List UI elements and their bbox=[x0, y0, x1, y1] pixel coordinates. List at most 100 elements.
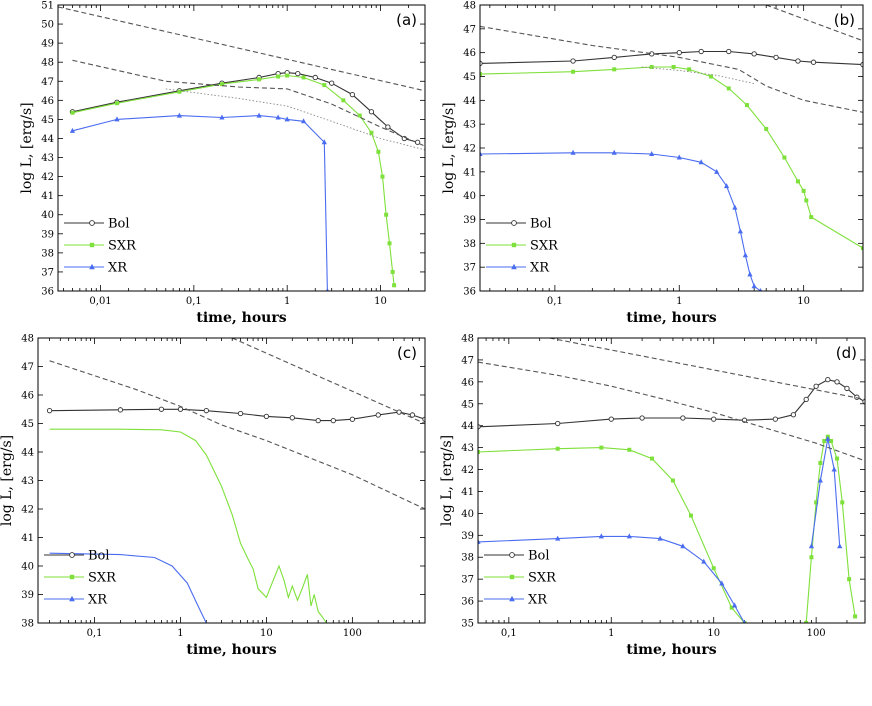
bol-point bbox=[803, 396, 809, 403]
series-bol-line bbox=[478, 379, 865, 428]
xr-point bbox=[611, 149, 617, 155]
sxr-point bbox=[376, 149, 381, 154]
y-tick-label: 42 bbox=[21, 505, 34, 516]
y-tick-label: 41 bbox=[461, 487, 474, 498]
xr-point bbox=[570, 149, 576, 155]
sxr-point bbox=[322, 83, 327, 88]
sxr-point bbox=[764, 126, 769, 131]
y-tick-label: 46 bbox=[21, 391, 34, 402]
y-tick-label: 39 bbox=[21, 590, 34, 601]
xr-point bbox=[676, 154, 682, 160]
plot-area bbox=[480, 5, 863, 291]
y-tick-label: 47 bbox=[463, 24, 476, 35]
legend-label-sxr: SXR bbox=[528, 571, 557, 586]
panel-label: (d) bbox=[836, 344, 857, 362]
x-tick-label: 0,1 bbox=[547, 296, 563, 307]
xr-point bbox=[478, 538, 481, 544]
sxr-point bbox=[219, 82, 224, 87]
bol-point bbox=[368, 109, 375, 115]
series-xr-line bbox=[49, 552, 207, 623]
y-tick-label: 37 bbox=[41, 267, 54, 278]
bol-point bbox=[555, 420, 561, 427]
y-tick-label: 37 bbox=[461, 575, 474, 586]
bol-point bbox=[639, 415, 645, 421]
series-xr-line bbox=[72, 115, 328, 291]
y-tick-label: 40 bbox=[461, 509, 474, 520]
sxr-point bbox=[301, 75, 306, 80]
sxr-point bbox=[818, 460, 823, 465]
xr-point bbox=[831, 466, 837, 472]
plot-frame bbox=[37, 337, 426, 624]
x-tick-label: 10 bbox=[797, 296, 810, 307]
legend-label-bol: Bol bbox=[108, 217, 130, 232]
xr-point bbox=[284, 116, 290, 122]
sxr-point bbox=[114, 101, 119, 106]
bol-point bbox=[478, 424, 481, 430]
plot-frame bbox=[479, 4, 864, 292]
y-tick-label: 51 bbox=[41, 1, 54, 12]
x-tick-label: 10 bbox=[707, 628, 720, 639]
bol-point bbox=[480, 60, 483, 67]
xr-point bbox=[275, 114, 281, 120]
x-tick-label: 10 bbox=[260, 628, 273, 639]
legend-marker-sxr bbox=[511, 242, 517, 248]
xr-point bbox=[751, 283, 757, 289]
series-dotted-line bbox=[641, 66, 755, 85]
bol-point bbox=[263, 413, 270, 420]
sxr-point bbox=[257, 77, 262, 82]
plot-area bbox=[58, 6, 425, 291]
sxr-point bbox=[782, 155, 787, 160]
y-tick-label: 44 bbox=[463, 96, 476, 107]
sxr-point bbox=[814, 500, 819, 505]
sxr-point bbox=[627, 447, 632, 452]
legend: Bol SXR XR bbox=[484, 549, 557, 608]
bol-point bbox=[773, 54, 779, 61]
series-sxr-line bbox=[72, 74, 395, 286]
legend: Bol SXR XR bbox=[44, 549, 117, 608]
sxr-point bbox=[392, 283, 397, 288]
plot-area bbox=[478, 338, 865, 623]
xr-point bbox=[747, 271, 753, 277]
legend-label-xr: XR bbox=[88, 593, 108, 608]
y-tick-label: 41 bbox=[463, 167, 476, 178]
xr-point bbox=[555, 535, 561, 541]
sxr-point bbox=[650, 456, 655, 461]
sxr-point bbox=[861, 246, 863, 251]
bol-point bbox=[608, 416, 614, 422]
sxr-point bbox=[744, 103, 749, 108]
legend-marker-xr bbox=[509, 595, 515, 602]
x-tick-label: 1 bbox=[608, 628, 614, 639]
xr-point bbox=[808, 543, 815, 549]
series-dashed-upper-line bbox=[766, 5, 863, 42]
sxr-point bbox=[829, 439, 834, 444]
panel-label: (a) bbox=[396, 11, 417, 29]
series-dashed-lower-line bbox=[72, 59, 425, 147]
bol-point bbox=[46, 408, 53, 414]
legend-label-bol: Bol bbox=[528, 549, 550, 564]
sxr-point bbox=[571, 69, 576, 74]
series-bol-line bbox=[72, 72, 418, 143]
xr-point bbox=[626, 533, 632, 539]
y-tick-label: 45 bbox=[21, 419, 34, 430]
legend-label-bol: Bol bbox=[530, 217, 552, 232]
xr-point bbox=[742, 252, 748, 258]
xr-point bbox=[325, 288, 329, 291]
series-dashed-lower-line bbox=[49, 360, 425, 510]
legend-label-xr: XR bbox=[108, 261, 128, 276]
series-dashed-lower-line bbox=[480, 25, 863, 113]
bol-point bbox=[611, 54, 617, 61]
bol-point bbox=[751, 51, 757, 57]
xr-point bbox=[723, 183, 730, 189]
chart-panel-0: 0,01 0,1 1 10 36 37 38 39 40 41 42 43 44 45 46 47 48 49 50… bbox=[19, 1, 426, 326]
sxr-point bbox=[390, 269, 395, 274]
bol-point bbox=[711, 416, 717, 422]
x-tick-label: 0,01 bbox=[89, 296, 111, 307]
series-dashed-upper-line bbox=[231, 338, 425, 425]
y-tick-label: 43 bbox=[21, 476, 34, 487]
series-sxr-line bbox=[478, 447, 745, 623]
legend-marker-sxr bbox=[509, 574, 515, 580]
sxr-point bbox=[285, 73, 290, 78]
y-tick-label: 40 bbox=[41, 210, 54, 221]
sxr-point bbox=[276, 74, 281, 79]
y-tick-label: 38 bbox=[463, 239, 476, 250]
